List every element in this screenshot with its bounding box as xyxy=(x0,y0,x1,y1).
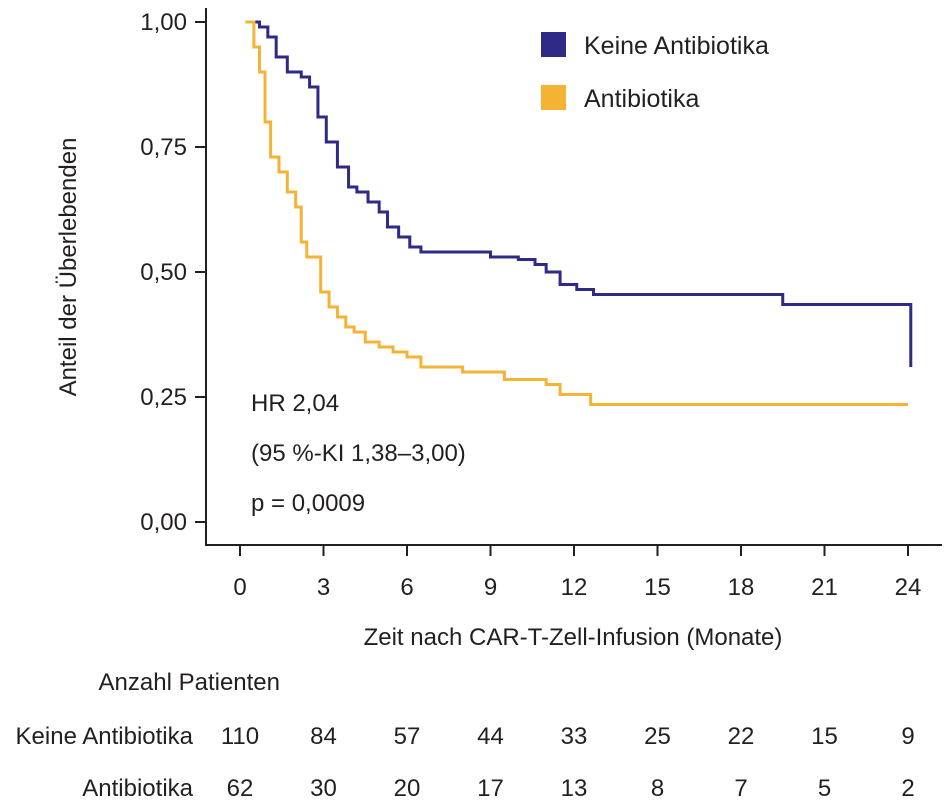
y-tick-label: 0,25 xyxy=(140,384,187,411)
x-tick-label: 3 xyxy=(317,574,330,601)
legend-label-antibiotika: Antibiotika xyxy=(584,85,699,113)
annotation-hr: HR 2,04 xyxy=(251,390,339,417)
x-tick-label: 15 xyxy=(644,574,671,601)
series-line-keine-antibiotika xyxy=(245,20,913,367)
risk-table: Anzahl Patienten Keine Antibiotika Antib… xyxy=(16,669,915,800)
risk-value: 8 xyxy=(651,775,664,800)
risk-row-label-keine-antibiotika: Keine Antibiotika xyxy=(16,723,194,750)
risk-value: 20 xyxy=(394,775,421,800)
risk-value: 15 xyxy=(811,723,838,750)
x-tick-label: 6 xyxy=(400,574,413,601)
series-layer xyxy=(245,20,913,406)
series-line-antibiotika xyxy=(245,20,908,406)
annotation-ci: (95 %-KI 1,38–3,00) xyxy=(251,440,466,467)
legend-label-keine-antibiotika: Keine Antibiotika xyxy=(584,32,769,60)
risk-value: 84 xyxy=(310,723,337,750)
annotation-block: HR 2,04 (95 %-KI 1,38–3,00) p = 0,0009 xyxy=(251,390,466,517)
x-tick-label: 21 xyxy=(811,574,838,601)
risk-value: 30 xyxy=(310,775,337,800)
risk-value: 22 xyxy=(728,723,755,750)
risk-value: 25 xyxy=(644,723,671,750)
risk-table-title: Anzahl Patienten xyxy=(99,669,280,696)
legend-swatch-keine-antibiotika xyxy=(541,32,566,57)
x-tick-label: 24 xyxy=(895,574,922,601)
legend-swatch-antibiotika xyxy=(541,85,566,110)
risk-value: 2 xyxy=(901,775,914,800)
y-tick-label: 1,00 xyxy=(140,9,187,36)
x-axis-title: Zeit nach CAR-T-Zell-Infusion (Monate) xyxy=(364,624,783,651)
risk-value: 9 xyxy=(901,723,914,750)
x-tick-label: 18 xyxy=(728,574,755,601)
y-tick-label: 0,75 xyxy=(140,134,187,161)
y-ticks: 0,00 0,25 0,50 0,75 1,00 xyxy=(140,9,206,536)
risk-value: 33 xyxy=(561,723,588,750)
risk-values: 110 84 57 44 33 25 22 15 9 62 30 20 17 13 8 7 5 2 xyxy=(221,723,915,800)
risk-value: 57 xyxy=(394,723,421,750)
risk-row-label-antibiotika: Antibiotika xyxy=(82,775,193,800)
x-tick-label: 9 xyxy=(484,574,497,601)
legend: Keine Antibiotika Antibiotika xyxy=(541,32,769,113)
risk-value: 44 xyxy=(477,723,504,750)
risk-value: 110 xyxy=(221,723,259,750)
y-axis-title: Anteil der Überlebenden xyxy=(55,138,82,397)
x-tick-label: 0 xyxy=(233,574,246,601)
risk-value: 62 xyxy=(227,775,254,800)
annotation-p: p = 0,0009 xyxy=(251,490,365,517)
y-tick-label: 0,50 xyxy=(140,259,187,286)
risk-value: 13 xyxy=(561,775,588,800)
x-tick-label: 12 xyxy=(561,574,588,601)
risk-value: 7 xyxy=(734,775,747,800)
x-ticks: 0 3 6 9 12 15 18 21 24 xyxy=(233,545,921,601)
risk-value: 5 xyxy=(818,775,831,800)
y-tick-label: 0,00 xyxy=(140,509,187,536)
risk-value: 17 xyxy=(477,775,504,800)
